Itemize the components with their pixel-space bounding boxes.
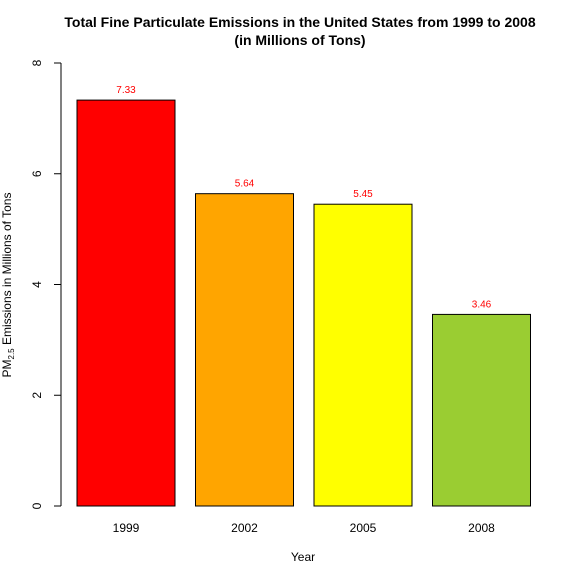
data-label-2002: 5.64 [235,179,255,190]
chart-title-line-1: Total Fine Particulate Emissions in the … [64,14,535,30]
x-tick-label-2005: 2005 [350,521,377,535]
x-axis-label: Year [291,550,315,564]
x-tick-labels-group: 1999 2002 2005 2008 [113,521,496,535]
data-label-2005: 5.45 [353,189,373,200]
x-tick-label-2002: 2002 [231,521,258,535]
y-tick-label: 0 [30,502,44,509]
y-axis-label-suffix: Emissions in Millions of Tons [0,193,14,349]
y-tick-label: 2 [30,392,44,399]
x-tick-label-2008: 2008 [468,521,495,535]
bar-1999 [76,99,176,507]
y-axis-label-subscript: 2.5 [7,348,16,360]
y-axis-label: PM2.5 Emissions in Millions of Tons [0,193,16,378]
data-label-2008: 3.46 [472,299,492,310]
chart-title-line-2: (in Millions of Tons) [234,32,365,48]
y-axis-label-prefix: PM [0,359,14,377]
y-axis: 0 2 4 6 8 [30,59,62,509]
bars-group [76,99,531,507]
x-tick-label-1999: 1999 [113,521,140,535]
y-tick-label: 6 [30,170,44,177]
y-tick-label: 8 [30,59,44,66]
data-labels-group: 7.33 5.64 5.45 3.46 [116,85,491,310]
bar-2005 [313,203,413,507]
bar-2002 [195,193,294,507]
data-label-1999: 7.33 [116,85,136,96]
y-tick-label: 4 [30,281,44,288]
bar-2008 [432,313,531,507]
